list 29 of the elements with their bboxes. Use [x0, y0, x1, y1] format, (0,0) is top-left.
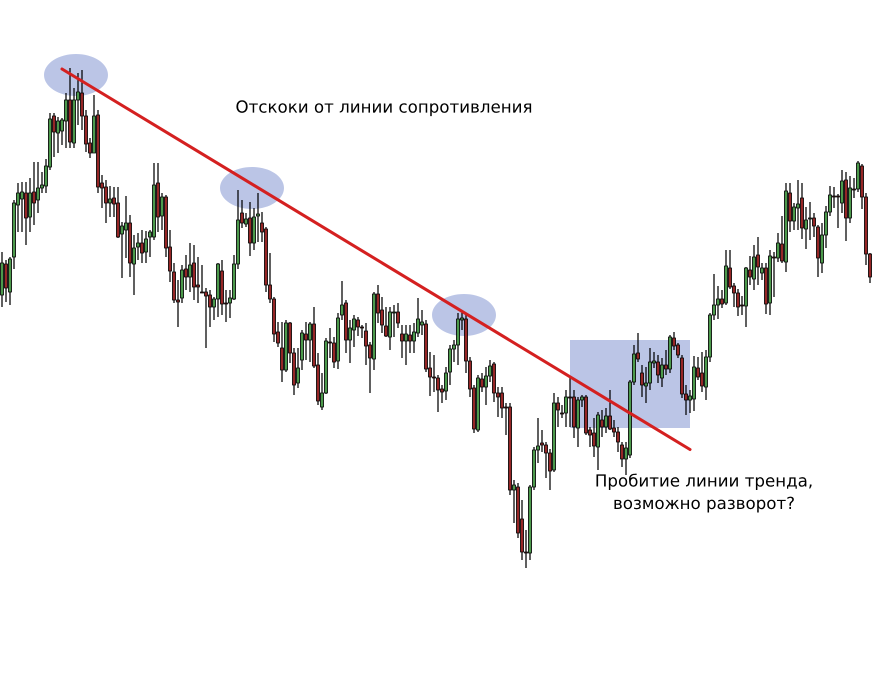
annotation: Отскоки от линии сопротивления: [236, 100, 532, 116]
candlestick: [140, 229, 144, 264]
candlestick: [64, 92, 68, 149]
annotation: Пробитие линии тренда, возможно разворот?: [596, 474, 812, 512]
candlestick: [108, 185, 112, 218]
candlestick: [56, 116, 60, 154]
candlestick: [192, 244, 196, 301]
candlestick: [700, 351, 704, 393]
candlestick: [832, 186, 836, 209]
candlestick: [188, 242, 192, 293]
candlestick: [204, 287, 208, 349]
candlestick: [144, 230, 148, 264]
candlestick: [408, 324, 412, 354]
candlestick: [104, 179, 108, 224]
candlestick: [308, 321, 312, 363]
candlestick: [356, 316, 360, 337]
candlestick: [404, 324, 408, 366]
candlestick: [400, 324, 404, 359]
candlestick: [592, 417, 596, 458]
candlestick: [280, 321, 284, 383]
candlestick: [392, 304, 396, 338]
candlestick: [604, 407, 608, 434]
candlestick: [756, 236, 760, 286]
candlestick: [796, 179, 800, 231]
candlestick: [304, 321, 308, 361]
candlestick: [4, 259, 8, 303]
candlestick: [656, 354, 660, 384]
candlestick: [568, 376, 572, 428]
candlestick: [196, 256, 200, 304]
